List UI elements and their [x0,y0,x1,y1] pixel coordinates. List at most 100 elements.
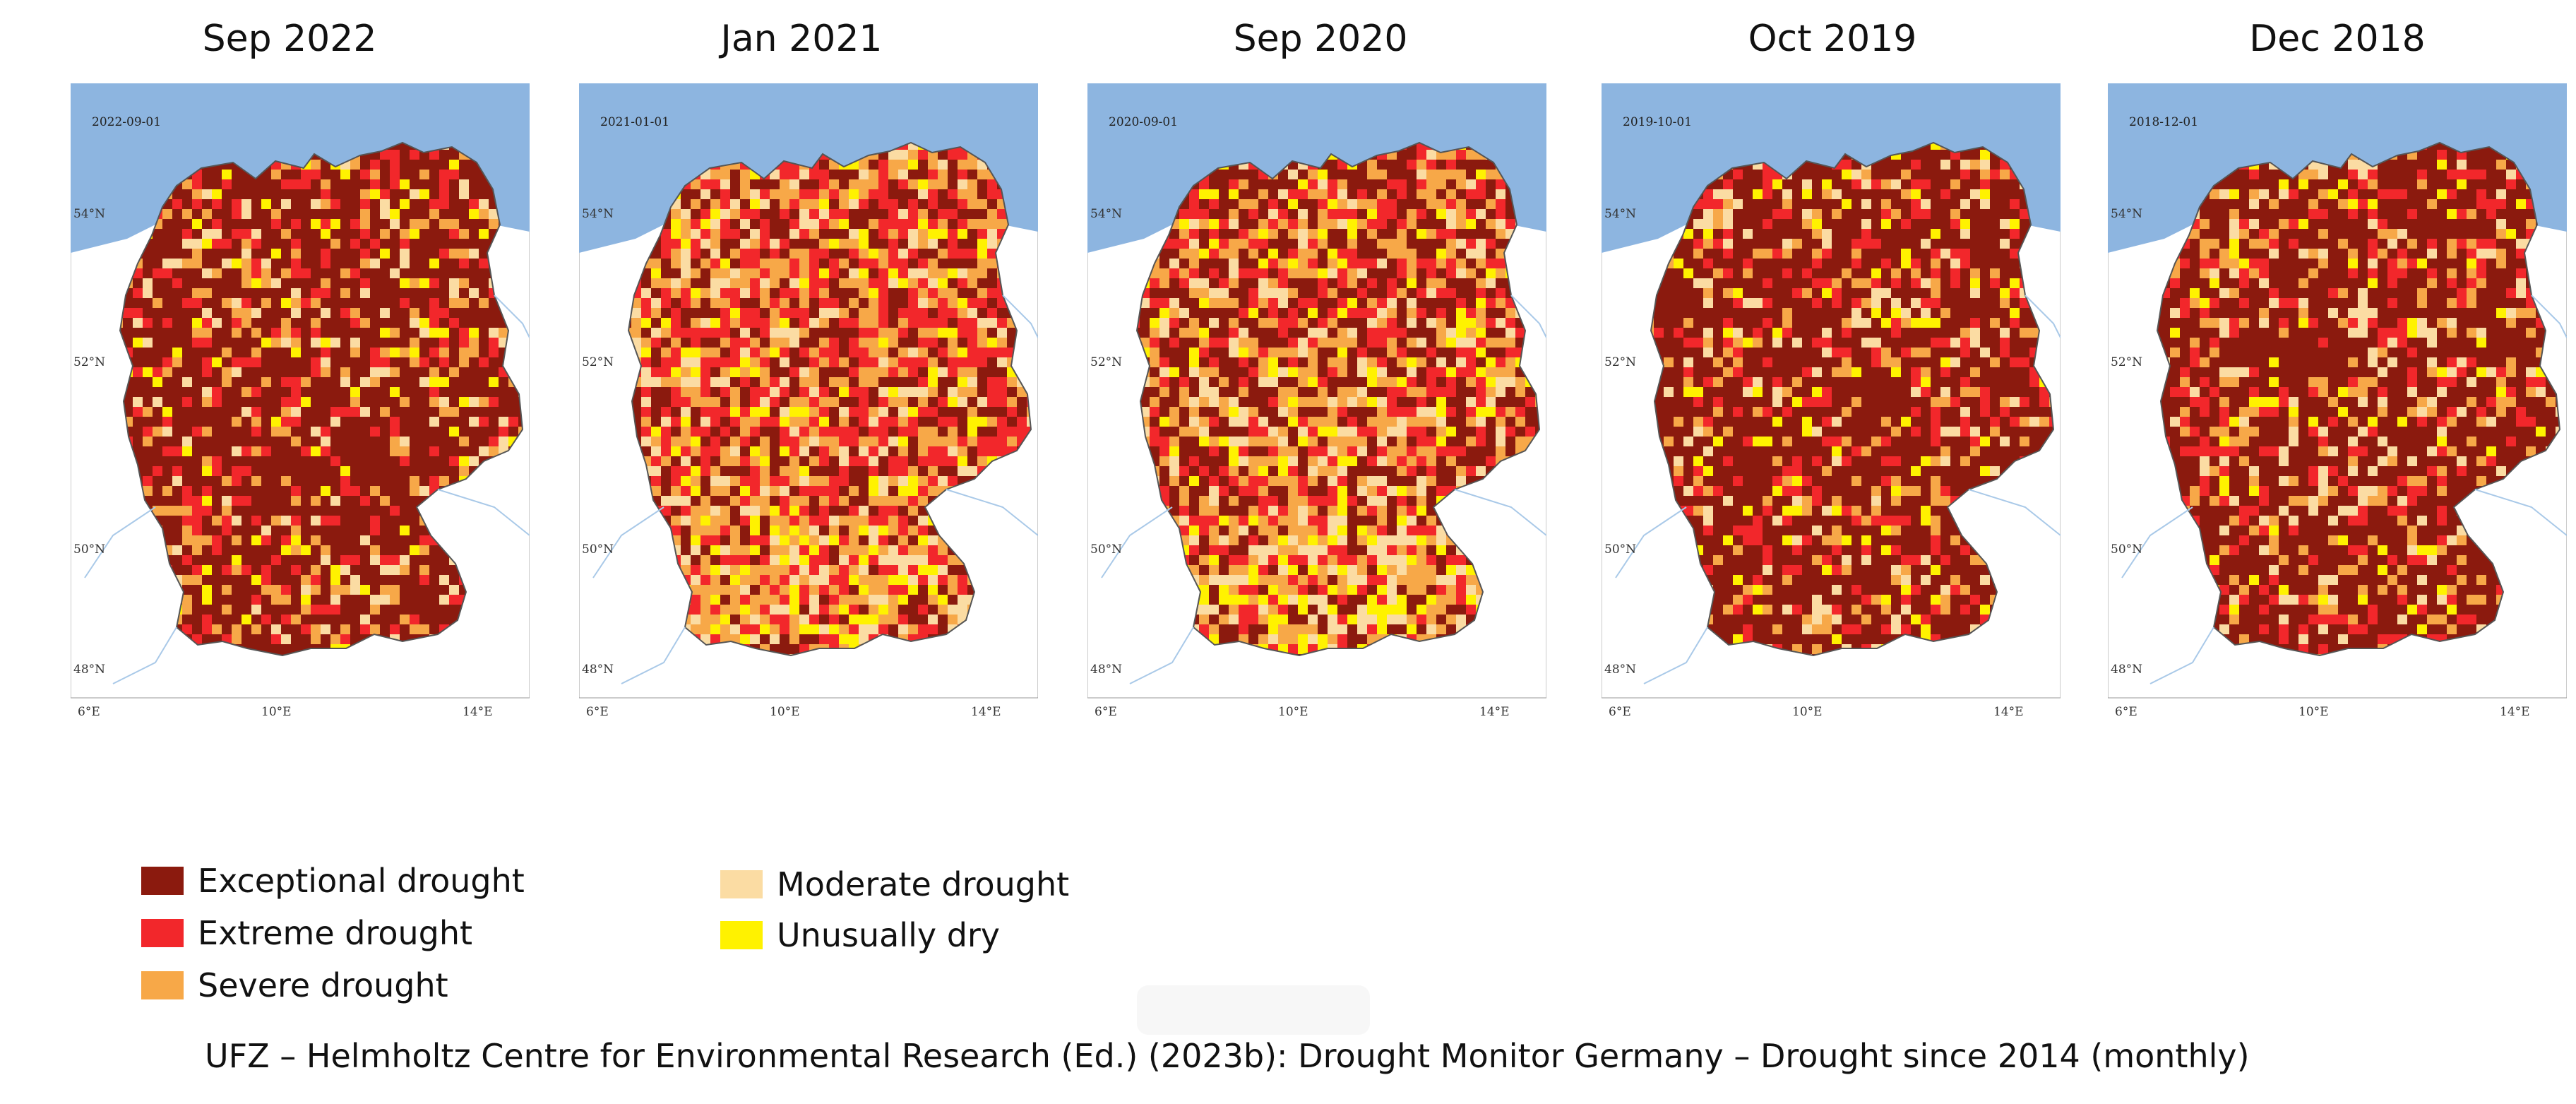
drought-cell [671,219,681,230]
drought-cell [321,615,331,625]
drought-cell [330,189,341,200]
drought-cell [720,437,731,447]
drought-cell [192,189,203,200]
drought-cell [799,229,810,239]
drought-cell [261,624,272,635]
drought-cell [888,605,899,615]
drought-cell [439,259,450,269]
drought-cell [740,466,751,477]
drought-cell [380,259,390,269]
drought-cell [202,377,213,388]
drought-cell [839,219,849,230]
drought-cell [750,298,761,309]
drought-cell [311,219,321,230]
drought-cell [750,219,761,230]
drought-cell [212,555,222,566]
drought-cell [439,209,450,220]
drought-cell [321,624,331,635]
drought-cell [360,338,371,348]
drought-cell [242,318,252,328]
drought-cell [641,308,652,319]
drought-cell [390,249,400,259]
drought-cell [182,575,193,586]
drought-cell [878,318,889,328]
drought-cell [479,417,489,427]
neighbor-border [946,489,1038,536]
drought-cell [410,397,420,408]
drought-cell [948,219,958,230]
drought-cell [271,575,282,586]
drought-cell [301,357,311,368]
drought-cell [301,476,311,487]
drought-cell [162,407,173,417]
drought-cell [400,249,410,259]
drought-cell [809,199,820,210]
drought-cell [1446,199,1457,210]
drought-cell [439,160,450,170]
drought-cell [153,466,163,477]
drought-cell [251,288,262,299]
drought-cell [311,427,321,437]
drought-cell [400,456,410,467]
drought-cell [681,486,691,497]
drought-cell [839,526,849,536]
drought-cell [242,545,252,556]
drought-cell [1337,170,1348,180]
drought-cell [671,476,681,487]
drought-cell [202,328,213,338]
drought-cell [898,170,909,180]
drought-cell [789,397,800,408]
drought-cell [192,565,203,576]
drought-cell [1298,199,1308,210]
drought-cell [410,476,420,487]
drought-cell [849,367,859,378]
drought-cell [340,298,351,309]
drought-cell [977,199,988,210]
drought-cell [410,624,420,635]
drought-cell [261,199,272,210]
drought-cell [849,209,859,220]
drought-cell [508,397,519,408]
drought-cell [232,535,242,546]
drought-cell [789,338,800,348]
drought-cell [212,575,222,586]
drought-cell [291,407,302,417]
drought-cell [760,456,770,467]
drought-cell [809,555,820,566]
drought-cell [162,229,173,239]
drought-cell [819,516,830,526]
drought-cell [449,318,460,328]
drought-cell [681,506,691,516]
drought-cell [829,585,840,595]
drought-cell [691,585,701,595]
drought-cell [360,486,371,497]
longitude-label: 14°E [971,705,1001,719]
drought-cell [281,219,292,230]
drought-cell [350,456,361,467]
drought-cell [878,437,889,447]
drought-cell [700,278,711,289]
drought-cell [291,446,302,457]
drought-cell [449,160,460,170]
drought-cell [271,516,282,526]
drought-cell [878,170,889,180]
drought-cell [869,328,879,338]
drought-cell [360,496,371,506]
drought-cell [750,595,761,605]
drought-cell [780,476,790,487]
drought-cell [400,387,410,398]
drought-cell [878,328,889,338]
drought-cell [301,170,311,180]
drought-cell [720,506,731,516]
drought-cell [681,259,691,269]
drought-cell [987,357,998,368]
drought-cell [839,486,849,497]
drought-cell [390,219,400,230]
drought-cell [898,575,909,586]
drought-cell [967,348,978,358]
drought-cell [740,288,751,299]
drought-cell [809,417,820,427]
drought-cell [419,624,430,635]
drought-cell [340,437,351,447]
drought-cell [849,328,859,338]
